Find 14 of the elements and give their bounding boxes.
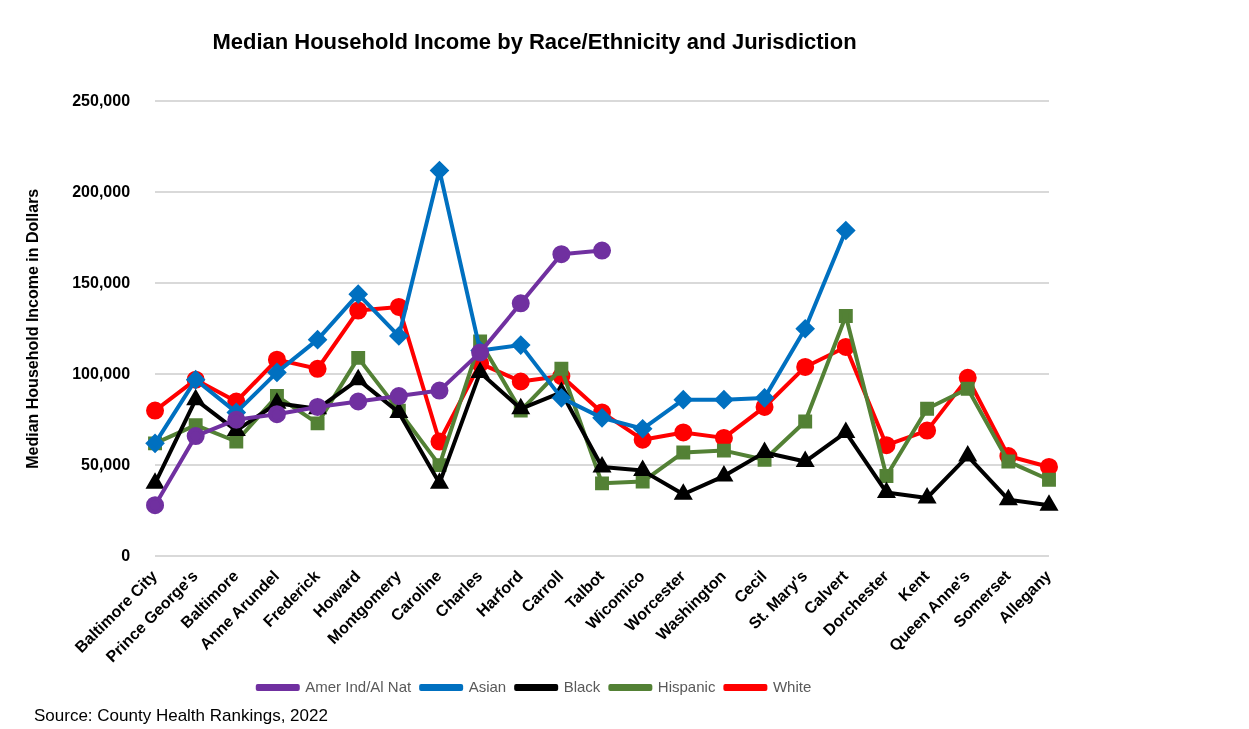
y-tick-label: 250,000 (72, 91, 131, 109)
chart-title: Median Household Income by Race/Ethnicity and Jurisdiction (212, 29, 857, 55)
legend-label: Amer Ind/Al Nat (305, 677, 412, 695)
y-tick-label: 50,000 (81, 455, 131, 473)
y-tick-label: 0 (121, 546, 131, 564)
legend-label: Black (563, 677, 601, 695)
legend-label: White (772, 677, 812, 695)
y-tick-label: 200,000 (72, 182, 131, 200)
y-tick-label: 150,000 (72, 273, 131, 291)
y-tick-label: 100,000 (72, 364, 131, 382)
source-note: Source: County Health Rankings, 2022 (34, 706, 328, 726)
legend-label: Hispanic (657, 677, 716, 695)
legend-label: Asian (468, 677, 507, 695)
y-axis-title: Median Household Income in Dollars (24, 188, 42, 469)
